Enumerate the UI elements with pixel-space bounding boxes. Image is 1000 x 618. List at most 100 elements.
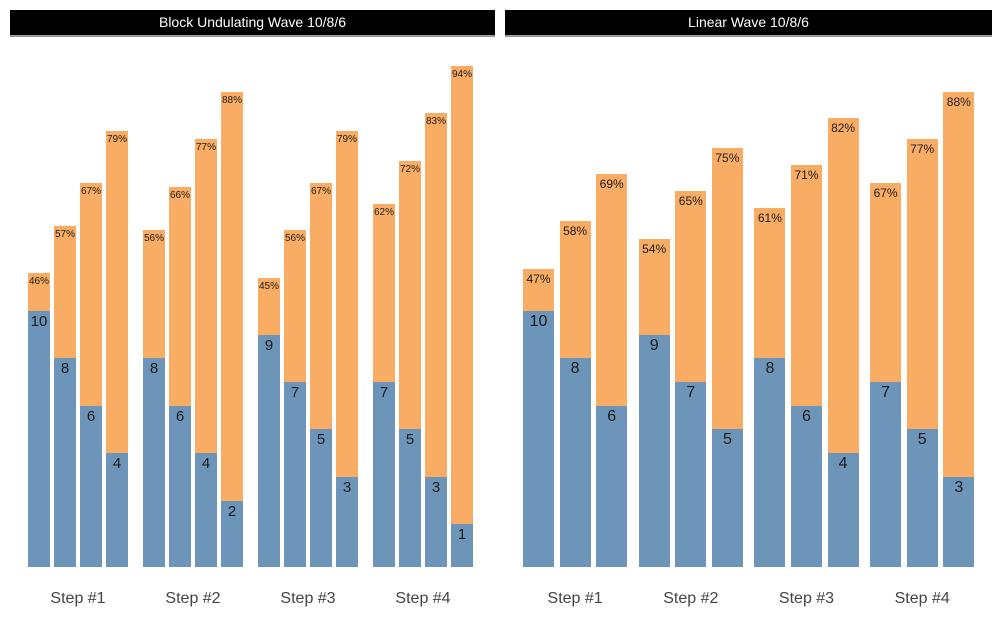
x-axis-label: Step #3: [778, 590, 835, 607]
reps-segment: 4: [106, 453, 128, 567]
intensity-percent-label: 58%: [563, 224, 588, 238]
reps-segment: 5: [310, 429, 332, 567]
reps-segment: 7: [284, 382, 306, 567]
reps-value-label: 8: [149, 360, 159, 377]
reps-segment: 2: [221, 501, 243, 567]
reps-segment: 8: [143, 358, 165, 567]
reps-value-label: 3: [431, 479, 441, 496]
intensity-percent-label: 79%: [106, 134, 127, 145]
reps-segment: 6: [169, 406, 191, 567]
stacked-bar: 62% 7: [373, 204, 395, 567]
reps-segment: 5: [399, 429, 421, 567]
intensity-percent-label: 94%: [451, 69, 472, 80]
reps-segment: 3: [943, 477, 975, 567]
intensity-percent-label: 88%: [946, 95, 971, 109]
x-axis-label: Step #2: [165, 590, 221, 607]
reps-value-label: 6: [607, 408, 617, 425]
reps-segment: 8: [54, 358, 76, 567]
reps-segment: 7: [675, 382, 707, 567]
reps-value-label: 7: [881, 384, 891, 401]
intensity-percent-label: 66%: [169, 190, 190, 201]
intensity-percent-label: 75%: [715, 151, 740, 165]
reps-segment: 5: [906, 429, 938, 567]
reps-value-label: 10: [529, 313, 548, 330]
reps-segment: 4: [195, 453, 217, 567]
intensity-percent-label: 79%: [336, 134, 357, 145]
intensity-percent-label: 54%: [642, 242, 667, 256]
reps-segment: 4: [827, 453, 859, 567]
intensity-percent-label: 56%: [143, 233, 164, 244]
reps-value-label: 3: [342, 479, 352, 496]
reps-value-label: 5: [405, 431, 415, 448]
stacked-bar: 77% 4: [195, 139, 217, 567]
reps-value-label: 4: [201, 455, 211, 472]
stacked-bar: 46% 10: [28, 273, 50, 567]
x-axis-label: Step #4: [894, 590, 950, 607]
intensity-percent-label: 67%: [310, 186, 331, 197]
reps-value-label: 4: [838, 455, 848, 472]
intensity-percent-label: 61%: [757, 211, 782, 225]
reps-value-label: 5: [316, 431, 326, 448]
reps-value-label: 7: [379, 384, 389, 401]
stacked-bar: 66% 6: [169, 187, 191, 567]
reps-segment: 3: [425, 477, 447, 567]
reps-segment: 6: [80, 406, 102, 567]
reps-segment: 10: [28, 311, 50, 567]
reps-value-label: 8: [60, 360, 70, 377]
stacked-bar: 79% 4: [106, 131, 128, 567]
intensity-percent-label: 56%: [284, 233, 305, 244]
stacked-bar: 45% 9: [258, 278, 280, 567]
reps-value-label: 7: [686, 384, 696, 401]
intensity-percent-label: 71%: [794, 168, 819, 182]
chart-panel-linear-wave: Linear Wave 10/8/6 Step #1 47% 10 58% 8 69% 6 S…: [500, 0, 1000, 618]
intensity-percent-label: 82%: [831, 121, 856, 135]
intensity-percent-label: 65%: [678, 194, 703, 208]
intensity-percent-label: 45%: [258, 281, 279, 292]
reps-value-label: 7: [290, 384, 300, 401]
x-axis-label: Step #4: [395, 590, 451, 607]
reps-value-label: 5: [917, 431, 927, 448]
stacked-bar: 56% 8: [143, 230, 165, 567]
chart-title: Block Undulating Wave 10/8/6: [10, 10, 495, 37]
reps-segment: 9: [258, 335, 280, 567]
reps-value-label: 6: [86, 408, 96, 425]
stacked-bar: 67% 7: [870, 183, 902, 567]
stacked-bar: 61% 8: [754, 208, 786, 567]
reps-value-label: 1: [457, 526, 467, 543]
stacked-bar: 57% 8: [54, 226, 76, 567]
intensity-percent-label: 72%: [399, 164, 420, 175]
chart-panel-block-undulating: Block Undulating Wave 10/8/6 Step #1 46% 1…: [10, 10, 495, 607]
intensity-percent-label: 83%: [425, 116, 446, 127]
stacked-bar: 47% 10: [523, 269, 554, 567]
stacked-bar: 67% 6: [80, 183, 102, 567]
stacked-bar: 83% 3: [425, 113, 447, 567]
reps-segment: 9: [638, 335, 670, 567]
stacked-bar: 75% 5: [711, 148, 743, 567]
reps-value-label: 8: [570, 360, 580, 377]
reps-segment: 1: [451, 524, 473, 567]
intensity-percent-label: 88%: [221, 95, 242, 106]
intensity-percent-label: 67%: [80, 186, 101, 197]
intensity-percent-label: 77%: [910, 142, 935, 156]
x-axis-label: Step #2: [663, 590, 719, 607]
intensity-percent-label: 69%: [599, 177, 624, 191]
x-axis-label: Step #1: [547, 590, 603, 607]
reps-value-label: 9: [649, 337, 659, 354]
reps-value-label: 10: [30, 313, 48, 330]
reps-segment: 8: [559, 358, 591, 567]
stacked-bar: 82% 4: [827, 118, 859, 567]
intensity-percent-label: 47%: [526, 272, 551, 286]
stacked-bar: 72% 5: [399, 161, 421, 567]
reps-value-label: 8: [765, 360, 775, 377]
reps-segment: 7: [870, 382, 902, 567]
reps-value-label: 2: [227, 503, 237, 520]
stacked-bar: 77% 5: [906, 139, 938, 567]
reps-value-label: 4: [112, 455, 122, 472]
x-axis-label: Step #3: [280, 590, 336, 607]
reps-segment: 7: [373, 382, 395, 567]
reps-segment: 6: [791, 406, 822, 567]
stacked-bar: 67% 5: [310, 183, 332, 567]
reps-segment: 5: [711, 429, 743, 567]
plot-area: Step #1 47% 10 58% 8 69% 6 Step #2 54% 9 65% 7 75% 5 S…: [500, 0, 1000, 618]
